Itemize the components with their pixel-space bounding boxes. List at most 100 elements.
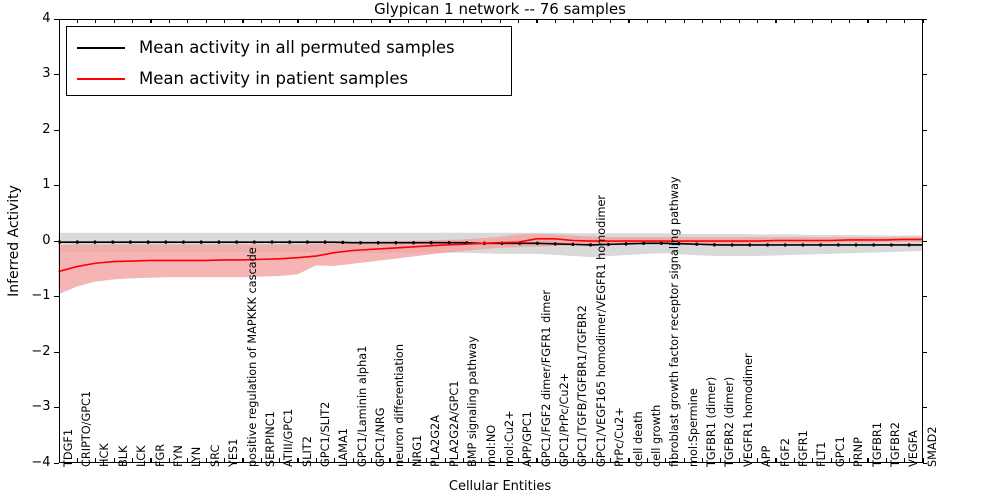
x-tick-mark	[407, 18, 409, 23]
x-tick-label: cell death	[631, 410, 645, 467]
y-tick-mark	[54, 462, 59, 464]
x-tick-mark	[646, 458, 648, 463]
x-tick-mark	[738, 458, 740, 463]
y-tick-mark	[922, 18, 927, 20]
y-tick-mark	[54, 407, 59, 409]
x-tick-mark	[609, 18, 612, 23]
x-tick-mark	[830, 458, 832, 463]
x-tick-mark	[628, 458, 630, 463]
x-tick-mark	[113, 18, 115, 23]
x-axis-label: Cellular Entities	[448, 479, 552, 494]
x-tick-mark	[371, 18, 373, 23]
legend[interactable]: Mean activity in all permuted samples Mea…	[66, 26, 512, 96]
x-tick-mark	[76, 458, 79, 463]
x-tick-mark	[168, 458, 170, 463]
x-tick-mark	[554, 18, 557, 23]
x-tick-label: TGFBR1	[870, 421, 884, 467]
x-tick-mark	[352, 458, 354, 463]
x-tick-mark	[573, 458, 575, 463]
series-band	[58, 233, 923, 295]
x-tick-mark	[885, 458, 887, 463]
y-tick-mark	[922, 240, 927, 242]
x-tick-label: FGF2	[778, 437, 792, 467]
x-tick-label: FGR	[153, 443, 167, 467]
y-tick-label: −4	[31, 454, 51, 470]
x-tick-mark	[867, 458, 869, 463]
x-tick-label: LAMA1	[337, 427, 351, 467]
x-tick-label: GPC1/TGFB/TGFBR1/TGFBR2	[576, 304, 590, 467]
x-tick-mark	[150, 458, 152, 463]
x-tick-mark	[113, 458, 115, 463]
x-tick-mark	[205, 18, 207, 23]
x-tick-label: TGFBR2	[888, 421, 902, 467]
x-tick-mark	[132, 18, 134, 23]
x-tick-label: SERPINC1	[263, 410, 277, 467]
y-tick-mark	[54, 185, 59, 187]
x-tick-mark	[462, 18, 465, 23]
x-tick-label: CRIPTO/GPC1	[80, 390, 94, 467]
x-tick-label: mol:NO	[484, 424, 498, 467]
x-tick-mark	[315, 458, 318, 463]
x-tick-mark	[793, 458, 795, 463]
x-tick-mark	[518, 458, 520, 463]
x-tick-mark	[95, 18, 97, 23]
x-tick-mark	[242, 18, 244, 23]
x-tick-label: PLA2G2A	[429, 414, 443, 467]
x-tick-label: NRG1	[410, 434, 424, 467]
x-tick-mark	[334, 18, 336, 23]
x-tick-label: mol:Spermine	[686, 387, 700, 467]
x-tick-mark	[223, 458, 226, 463]
x-tick-label: GPC1/FGF2 dimer/FGFR1 dimer	[539, 289, 553, 467]
x-tick-mark	[812, 458, 814, 463]
x-tick-label: FYN	[171, 444, 185, 467]
x-tick-mark	[279, 458, 281, 463]
y-tick-mark	[922, 351, 927, 353]
y-tick-mark	[922, 185, 927, 187]
x-tick-mark	[462, 458, 465, 463]
x-tick-mark	[867, 18, 869, 23]
y-tick-mark	[922, 462, 927, 464]
y-tick-mark	[922, 296, 927, 298]
x-tick-mark	[683, 458, 685, 463]
y-tick-mark	[922, 74, 927, 76]
x-tick-mark	[389, 458, 391, 463]
x-tick-mark	[297, 18, 299, 23]
y-tick-mark	[54, 18, 59, 20]
confidence-bands	[58, 232, 923, 295]
x-tick-label: VEGFA	[907, 429, 921, 467]
x-tick-label: YES1	[227, 438, 241, 467]
legend-item[interactable]: Mean activity in all permuted samples	[77, 37, 503, 59]
x-tick-mark	[279, 18, 281, 23]
x-tick-mark	[223, 18, 226, 23]
x-tick-label: TDGF1	[61, 428, 75, 467]
x-tick-mark	[848, 18, 851, 23]
plot-frame	[58, 18, 923, 463]
x-tick-label: BMP signaling pathway	[466, 335, 480, 467]
x-tick-mark	[775, 18, 777, 23]
x-tick-mark	[701, 458, 704, 463]
x-tick-mark	[720, 458, 722, 463]
x-tick-label: GPC1/NRG	[374, 406, 388, 467]
x-tick-label: FGFR1	[797, 429, 811, 467]
legend-item[interactable]: Mean activity in patient samples	[77, 68, 503, 90]
x-tick-mark	[426, 18, 428, 23]
x-tick-label: neuron differentiation	[392, 343, 406, 467]
y-tick-mark	[922, 129, 927, 131]
x-tick-mark	[518, 18, 520, 23]
x-tick-mark	[426, 458, 428, 463]
x-tick-mark	[205, 458, 207, 463]
x-tick-label: positive regulation of MAPKKK cascade	[245, 246, 259, 467]
x-tick-mark	[812, 18, 814, 23]
x-tick-mark	[260, 458, 262, 463]
x-tick-mark	[444, 458, 446, 463]
x-tick-label: GPC1/VEGF165 homodimer/VEGFR1 homodimer	[594, 194, 608, 467]
x-tick-mark	[260, 18, 262, 23]
x-tick-mark	[922, 458, 924, 463]
y-tick-label: −3	[31, 399, 51, 414]
x-tick-label: BLK	[116, 445, 130, 467]
x-tick-label: GPC1/Laminin alpha1	[355, 345, 369, 467]
x-tick-label: TGFBR1 (dimer)	[705, 376, 719, 467]
legend-label: Mean activity in all permuted samples	[139, 38, 455, 57]
legend-label: Mean activity in patient samples	[139, 69, 409, 88]
